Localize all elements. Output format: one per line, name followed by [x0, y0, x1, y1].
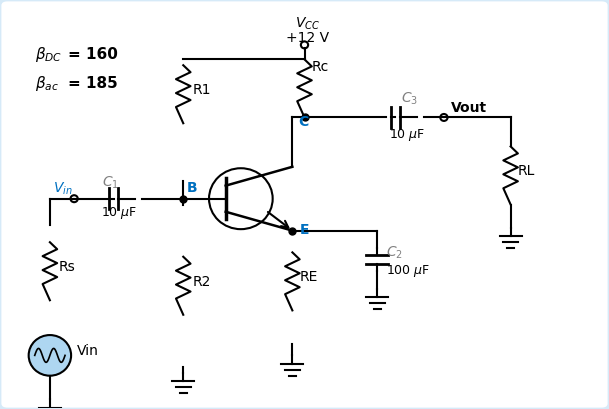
Text: 10 $\mu$F: 10 $\mu$F: [389, 127, 426, 143]
Text: $C_1$: $C_1$: [102, 175, 119, 191]
Text: $V_{CC}$: $V_{CC}$: [295, 16, 320, 32]
Text: RE: RE: [300, 270, 318, 284]
Text: = 160: = 160: [68, 47, 118, 63]
Circle shape: [29, 335, 71, 376]
Text: +12 V: +12 V: [286, 31, 329, 45]
Text: C: C: [298, 115, 309, 129]
Text: 10 $\mu$F: 10 $\mu$F: [102, 205, 138, 221]
Text: Vout: Vout: [451, 101, 487, 115]
Text: $\beta_{ac}$: $\beta_{ac}$: [35, 74, 58, 93]
Text: Rc: Rc: [312, 60, 329, 74]
Text: $V_{in}$: $V_{in}$: [53, 181, 72, 197]
Text: RL: RL: [518, 164, 535, 178]
Text: B: B: [186, 181, 197, 195]
Text: E: E: [300, 222, 309, 236]
Text: Vin: Vin: [77, 344, 99, 358]
Text: 100 $\mu$F: 100 $\mu$F: [386, 263, 431, 279]
Text: $C_2$: $C_2$: [386, 245, 403, 261]
Text: = 185: = 185: [68, 76, 118, 92]
Text: $C_3$: $C_3$: [401, 91, 418, 107]
Text: R1: R1: [192, 83, 211, 97]
Text: R2: R2: [192, 275, 211, 289]
Text: Rs: Rs: [59, 260, 76, 274]
Text: $\beta_{DC}$: $\beta_{DC}$: [35, 45, 62, 65]
